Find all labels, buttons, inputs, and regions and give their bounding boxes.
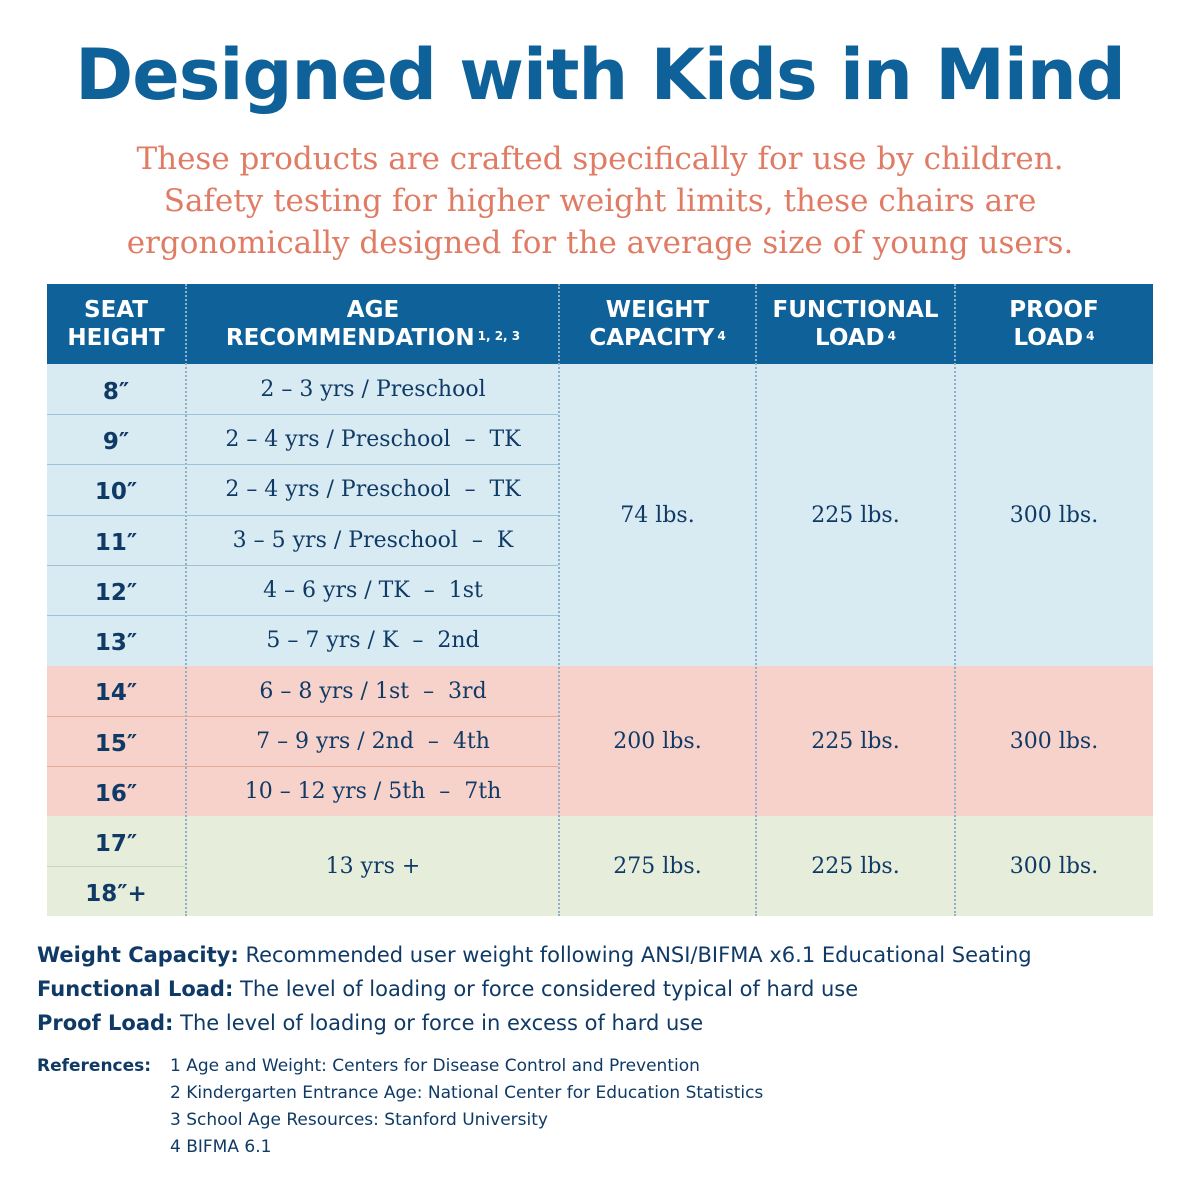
table-header: SEAT HEIGHT AGE RECOMMENDATION 1, 2, 3 WEIG… bbox=[47, 284, 1153, 364]
definition-text: The level of loading or force considered… bbox=[240, 977, 859, 1001]
definition-term: Functional Load: bbox=[37, 977, 234, 1001]
age-cell: 2 – 4 yrs / Preschool – TK bbox=[225, 476, 521, 502]
row-divider bbox=[47, 866, 185, 867]
row-divider bbox=[47, 716, 558, 717]
proof-load-value: 300 lbs. bbox=[1009, 728, 1099, 754]
seating-table: SEAT HEIGHT AGE RECOMMENDATION 1, 2, 3 WEIG… bbox=[47, 284, 1153, 916]
age-cell: 4 – 6 yrs / TK – 1st bbox=[263, 577, 483, 603]
subtitle-line: Safety testing for higher weight limits,… bbox=[163, 183, 1037, 219]
subtitle-line: These products are crafted specifically … bbox=[136, 141, 1064, 177]
age-cell: 2 – 4 yrs / Preschool – TK bbox=[225, 426, 521, 452]
definition-text: Recommended user weight following ANSI/B… bbox=[245, 943, 1032, 967]
weight-capacity-value: 74 lbs. bbox=[620, 502, 695, 528]
age-cell: 6 – 8 yrs / 1st – 3rd bbox=[259, 678, 487, 704]
subtitle-line: ergonomically designed for the average s… bbox=[126, 225, 1074, 261]
age-cell: 3 – 5 yrs / Preschool – K bbox=[232, 527, 514, 553]
reference-item: 1 Age and Weight: Centers for Disease Co… bbox=[170, 1056, 700, 1076]
age-cell: 5 – 7 yrs / K – 2nd bbox=[266, 627, 480, 653]
row-divider bbox=[47, 615, 558, 616]
seat-height-cell: 8″ bbox=[102, 379, 130, 405]
row-divider bbox=[47, 766, 558, 767]
definitions: Weight Capacity: Recommended user weight… bbox=[37, 938, 1167, 1040]
header-age-recommendation: AGE RECOMMENDATION 1, 2, 3 bbox=[225, 297, 521, 351]
seat-height-cell: 10″ bbox=[94, 479, 138, 505]
weight-capacity-value: 200 lbs. bbox=[613, 728, 702, 754]
header-weight-capacity: WEIGHT CAPACITY 4 bbox=[589, 297, 726, 351]
functional-load-value: 225 lbs. bbox=[811, 853, 900, 879]
seat-height-cell: 14″ bbox=[94, 680, 138, 706]
reference-item: 2 Kindergarten Entrance Age: National Ce… bbox=[170, 1083, 764, 1103]
functional-load-value: 225 lbs. bbox=[811, 728, 900, 754]
row-divider bbox=[47, 565, 558, 566]
header-seat-height: SEAT HEIGHT bbox=[67, 297, 165, 351]
seat-height-cell: 15″ bbox=[94, 731, 138, 757]
definition-functional-load: Functional Load: The level of loading or… bbox=[37, 972, 1167, 1006]
references-label: References: bbox=[37, 1056, 152, 1076]
page-subtitle: These products are crafted specifically … bbox=[40, 138, 1160, 264]
seat-height-cell: 17″ bbox=[94, 831, 138, 857]
age-cell: 13 yrs + bbox=[325, 853, 421, 879]
functional-load-value: 225 lbs. bbox=[811, 502, 900, 528]
row-divider bbox=[47, 515, 558, 516]
row-divider bbox=[47, 414, 558, 415]
definition-term: Weight Capacity: bbox=[37, 943, 239, 967]
seat-height-cell: 11″ bbox=[94, 530, 138, 556]
seat-height-cell: 13″ bbox=[94, 630, 138, 656]
column-divider bbox=[755, 284, 757, 916]
proof-load-value: 300 lbs. bbox=[1009, 853, 1099, 879]
age-cell: 7 – 9 yrs / 2nd – 4th bbox=[256, 728, 490, 754]
seat-height-cell: 16″ bbox=[94, 781, 138, 807]
definition-text: The level of loading or force in excess … bbox=[180, 1011, 704, 1035]
weight-capacity-value: 275 lbs. bbox=[613, 853, 702, 879]
seat-height-cell: 9″ bbox=[102, 429, 130, 455]
references-list: 1 Age and Weight: Centers for Disease Co… bbox=[170, 1053, 763, 1161]
reference-item: 4 BIFMA 6.1 bbox=[170, 1137, 272, 1157]
seat-height-cell: 12″ bbox=[94, 580, 138, 606]
reference-item: 3 School Age Resources: Stanford Univers… bbox=[170, 1110, 548, 1130]
definition-weight-capacity: Weight Capacity: Recommended user weight… bbox=[37, 938, 1167, 972]
column-divider bbox=[185, 284, 187, 916]
band-teen bbox=[47, 816, 1153, 916]
column-divider bbox=[558, 284, 560, 916]
column-divider bbox=[954, 284, 956, 916]
age-cell: 2 – 3 yrs / Preschool bbox=[260, 376, 486, 402]
seat-height-cell: 18″+ bbox=[85, 881, 147, 907]
row-divider bbox=[47, 464, 558, 465]
definition-proof-load: Proof Load: The level of loading or forc… bbox=[37, 1006, 1167, 1040]
band-elementary bbox=[47, 666, 1153, 816]
header-functional-load: FUNCTIONAL LOAD 4 bbox=[772, 297, 939, 351]
proof-load-value: 300 lbs. bbox=[1009, 502, 1099, 528]
header-proof-load: PROOF LOAD 4 bbox=[1009, 297, 1099, 351]
definition-term: Proof Load: bbox=[37, 1011, 174, 1035]
age-cell: 10 – 12 yrs / 5th – 7th bbox=[244, 778, 502, 804]
page-title: Designed with Kids in Mind bbox=[75, 34, 1126, 116]
